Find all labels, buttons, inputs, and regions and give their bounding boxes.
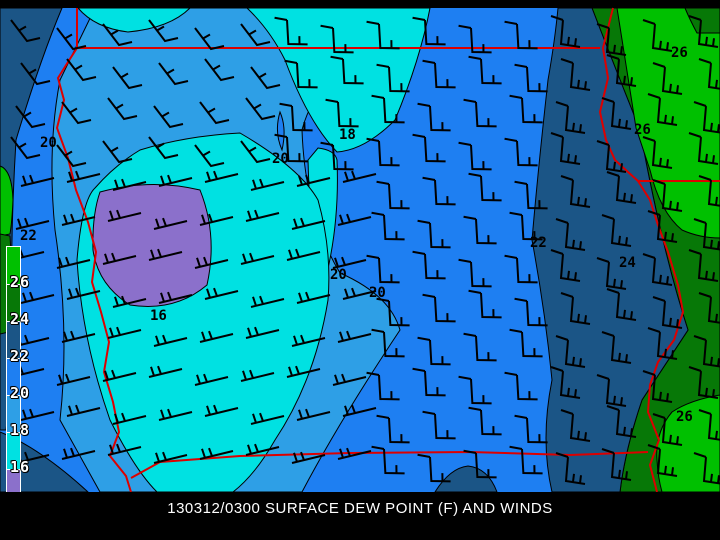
iowa-west-river — [55, 47, 132, 492]
region-navy-bottom-notch — [434, 465, 498, 492]
legend-segment-16-to-18 — [7, 432, 20, 469]
legend-segment-18-to-20 — [7, 395, 20, 432]
fill-regions — [0, 0, 720, 492]
mississippi-upper — [598, 7, 639, 182]
legend-tick-label-20: 20 — [10, 384, 31, 402]
title-bar: 130312/0300 SURFACE DEW POINT (F) AND WI… — [0, 492, 720, 540]
contour-label-26: 26 — [676, 409, 693, 425]
mississippi-lower — [637, 180, 685, 492]
dewpoint-map: 20 22 16 20 18 20 20 22 24 26 26 26 — [0, 0, 720, 492]
legend-tick-label-22: 22 — [10, 347, 31, 365]
legend-tick-label-16: 16 — [10, 458, 31, 476]
contour-label-20: 20 — [40, 135, 57, 151]
region-top-black-strip — [0, 0, 720, 8]
contour-label-26: 26 — [671, 45, 688, 61]
contour-label-18: 18 — [339, 127, 356, 143]
contour-label-20: 20 — [272, 151, 289, 167]
region-green-left-strip — [0, 165, 14, 237]
contour-labels: 20 22 16 20 18 20 20 22 24 26 26 26 — [20, 45, 693, 425]
legend-segment-above-26 — [7, 247, 20, 284]
legend-tick-label-26: 26 — [10, 273, 31, 291]
contour-label-22: 22 — [20, 228, 37, 244]
legend-segment-22-to-24 — [7, 321, 20, 358]
region-blue-sliver — [276, 110, 285, 152]
contour-label-20: 20 — [330, 267, 347, 283]
contour-label-24: 24 — [619, 255, 636, 271]
contour-label-16: 16 — [150, 308, 167, 324]
title-text: 130312/0300 SURFACE DEW POINT (F) AND WI… — [167, 500, 553, 517]
region-purple-core-below-16 — [92, 183, 212, 307]
legend-tick-label-24: 24 — [10, 310, 31, 328]
contour-label-20: 20 — [369, 285, 386, 301]
legend-segment-24-to-26 — [7, 284, 20, 321]
contour-label-22: 22 — [530, 235, 547, 251]
legend-tick-label-18: 18 — [10, 421, 31, 439]
region-navy-right-band-22-24 — [531, 7, 689, 492]
contour-label-26: 26 — [634, 122, 651, 138]
region-cyan-hat-small — [76, 7, 192, 33]
legend-segment-20-to-22 — [7, 358, 20, 395]
